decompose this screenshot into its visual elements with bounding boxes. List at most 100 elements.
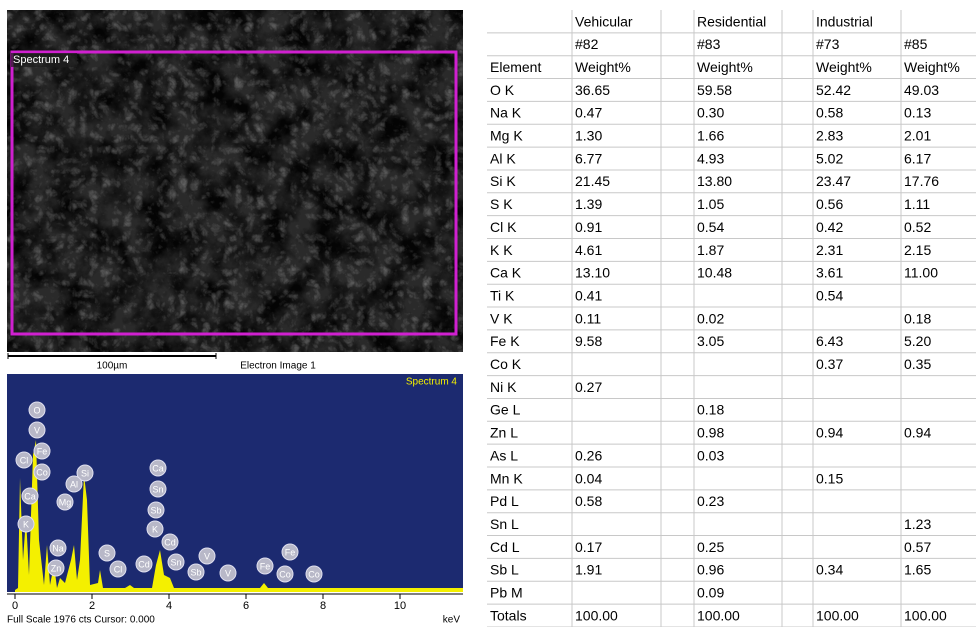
- peak-label: Zn: [51, 563, 62, 573]
- value-cell: 100.00: [816, 607, 859, 623]
- element-cell: Mn K: [490, 470, 523, 486]
- element-cell: Pd L: [490, 493, 519, 509]
- value-cell: 100.00: [697, 607, 740, 623]
- value-cell: 0.30: [697, 105, 724, 121]
- value-cell: 0.91: [575, 219, 602, 235]
- element-cell: As L: [490, 447, 518, 463]
- element-cell: Ni K: [490, 379, 517, 395]
- peak-label: Na: [52, 543, 64, 553]
- peak-label: Fe: [285, 547, 296, 557]
- element-cell: V K: [490, 310, 513, 326]
- element-cell: K K: [490, 242, 513, 258]
- value-cell: 1.30: [575, 128, 602, 144]
- peak-label: O: [33, 405, 40, 415]
- value-cell: 6.17: [904, 150, 931, 166]
- unit-header: Weight%: [575, 59, 631, 75]
- value-cell: 0.04: [575, 470, 602, 486]
- value-cell: 0.35: [904, 356, 931, 372]
- peak-label: Fe: [260, 561, 271, 571]
- sem-image: Spectrum 4: [7, 10, 463, 352]
- value-cell: 0.47: [575, 105, 602, 121]
- value-cell: 2.83: [816, 128, 843, 144]
- peak-label: Cl: [114, 564, 123, 574]
- value-cell: 0.57: [904, 539, 931, 555]
- value-cell: 1.39: [575, 196, 602, 212]
- x-tick-label: 6: [243, 600, 249, 612]
- peak-label: Ca: [152, 463, 164, 473]
- value-cell: 0.54: [697, 219, 724, 235]
- element-cell: Ca K: [490, 265, 522, 281]
- element-cell: Co K: [490, 356, 522, 372]
- x-tick-label: 4: [166, 600, 172, 612]
- element-cell: Mg K: [490, 128, 523, 144]
- sample-header: #73: [816, 36, 840, 52]
- value-cell: 23.47: [816, 173, 851, 189]
- peak-label: Cd: [164, 537, 176, 547]
- spectrum-status: Full Scale 1976 cts Cursor: 0.000: [7, 615, 155, 626]
- value-cell: 4.61: [575, 242, 602, 258]
- peak-label: Si: [81, 468, 89, 478]
- value-cell: 0.54: [816, 287, 843, 303]
- unit-header: Weight%: [816, 59, 872, 75]
- element-cell: Pb M: [490, 585, 523, 601]
- value-cell: 0.11: [575, 310, 601, 326]
- value-cell: 0.18: [697, 402, 724, 418]
- unit-header: Weight%: [697, 59, 753, 75]
- peak-label: Sn: [152, 484, 163, 494]
- element-header: Element: [490, 59, 541, 75]
- x-tick-label: 8: [320, 600, 326, 612]
- peak-label: Fe: [37, 446, 48, 456]
- peak-label: Co: [279, 569, 291, 579]
- value-cell: 0.34: [816, 562, 843, 578]
- value-cell: 0.42: [816, 219, 843, 235]
- element-cell: Sb L: [490, 562, 519, 578]
- value-cell: 0.94: [904, 425, 931, 441]
- value-cell: 0.26: [575, 447, 602, 463]
- x-tick-label: 2: [89, 600, 95, 612]
- group-header: Vehicular: [575, 13, 633, 29]
- value-cell: 0.98: [697, 425, 724, 441]
- peak-label: Sb: [190, 567, 201, 577]
- value-cell: 1.05: [697, 196, 724, 212]
- value-cell: 0.23: [697, 493, 724, 509]
- sample-header: #83: [697, 36, 721, 52]
- element-cell: Cd L: [490, 539, 520, 555]
- element-cell: Sn L: [490, 516, 519, 532]
- spectrum-title: Spectrum 4: [406, 377, 458, 388]
- value-cell: 9.58: [575, 333, 602, 349]
- group-header: Industrial: [816, 13, 873, 29]
- element-cell: Na K: [490, 105, 522, 121]
- peak-label: Co: [308, 569, 320, 579]
- value-cell: 21.45: [575, 173, 610, 189]
- element-cell: Si K: [490, 173, 516, 189]
- peak-label: K: [23, 519, 29, 529]
- value-cell: 5.02: [816, 150, 843, 166]
- table: Vehicular#82Weight%Residential#83Weight%…: [487, 10, 976, 627]
- value-cell: 3.61: [816, 265, 843, 281]
- figure: Spectrum 4 100µm Electron Image 1 Spectr…: [0, 0, 976, 627]
- peak-label: K: [152, 524, 158, 534]
- element-cell: O K: [490, 82, 515, 98]
- element-cell: S K: [490, 196, 513, 212]
- value-cell: 0.58: [575, 493, 602, 509]
- sample-header: #82: [575, 36, 599, 52]
- value-cell: 0.56: [816, 196, 843, 212]
- value-cell: 2.15: [904, 242, 931, 258]
- value-cell: 13.10: [575, 265, 610, 281]
- value-cell: 2.01: [904, 128, 931, 144]
- value-cell: 100.00: [575, 607, 618, 623]
- peak-label: S: [104, 548, 110, 558]
- value-cell: 10.48: [697, 265, 732, 281]
- element-cell: Al K: [490, 150, 516, 166]
- x-tick-label: 10: [394, 600, 406, 612]
- value-cell: 5.20: [904, 333, 931, 349]
- value-cell: 6.43: [816, 333, 843, 349]
- peak-label: Al: [70, 479, 78, 489]
- peak-label: Sn: [170, 557, 181, 567]
- peak-label: V: [225, 568, 231, 578]
- value-cell: 0.18: [904, 310, 931, 326]
- value-cell: 1.66: [697, 128, 724, 144]
- peak-label: Co: [36, 467, 48, 477]
- element-cell: Cl K: [490, 219, 517, 235]
- value-cell: 1.11: [904, 196, 930, 212]
